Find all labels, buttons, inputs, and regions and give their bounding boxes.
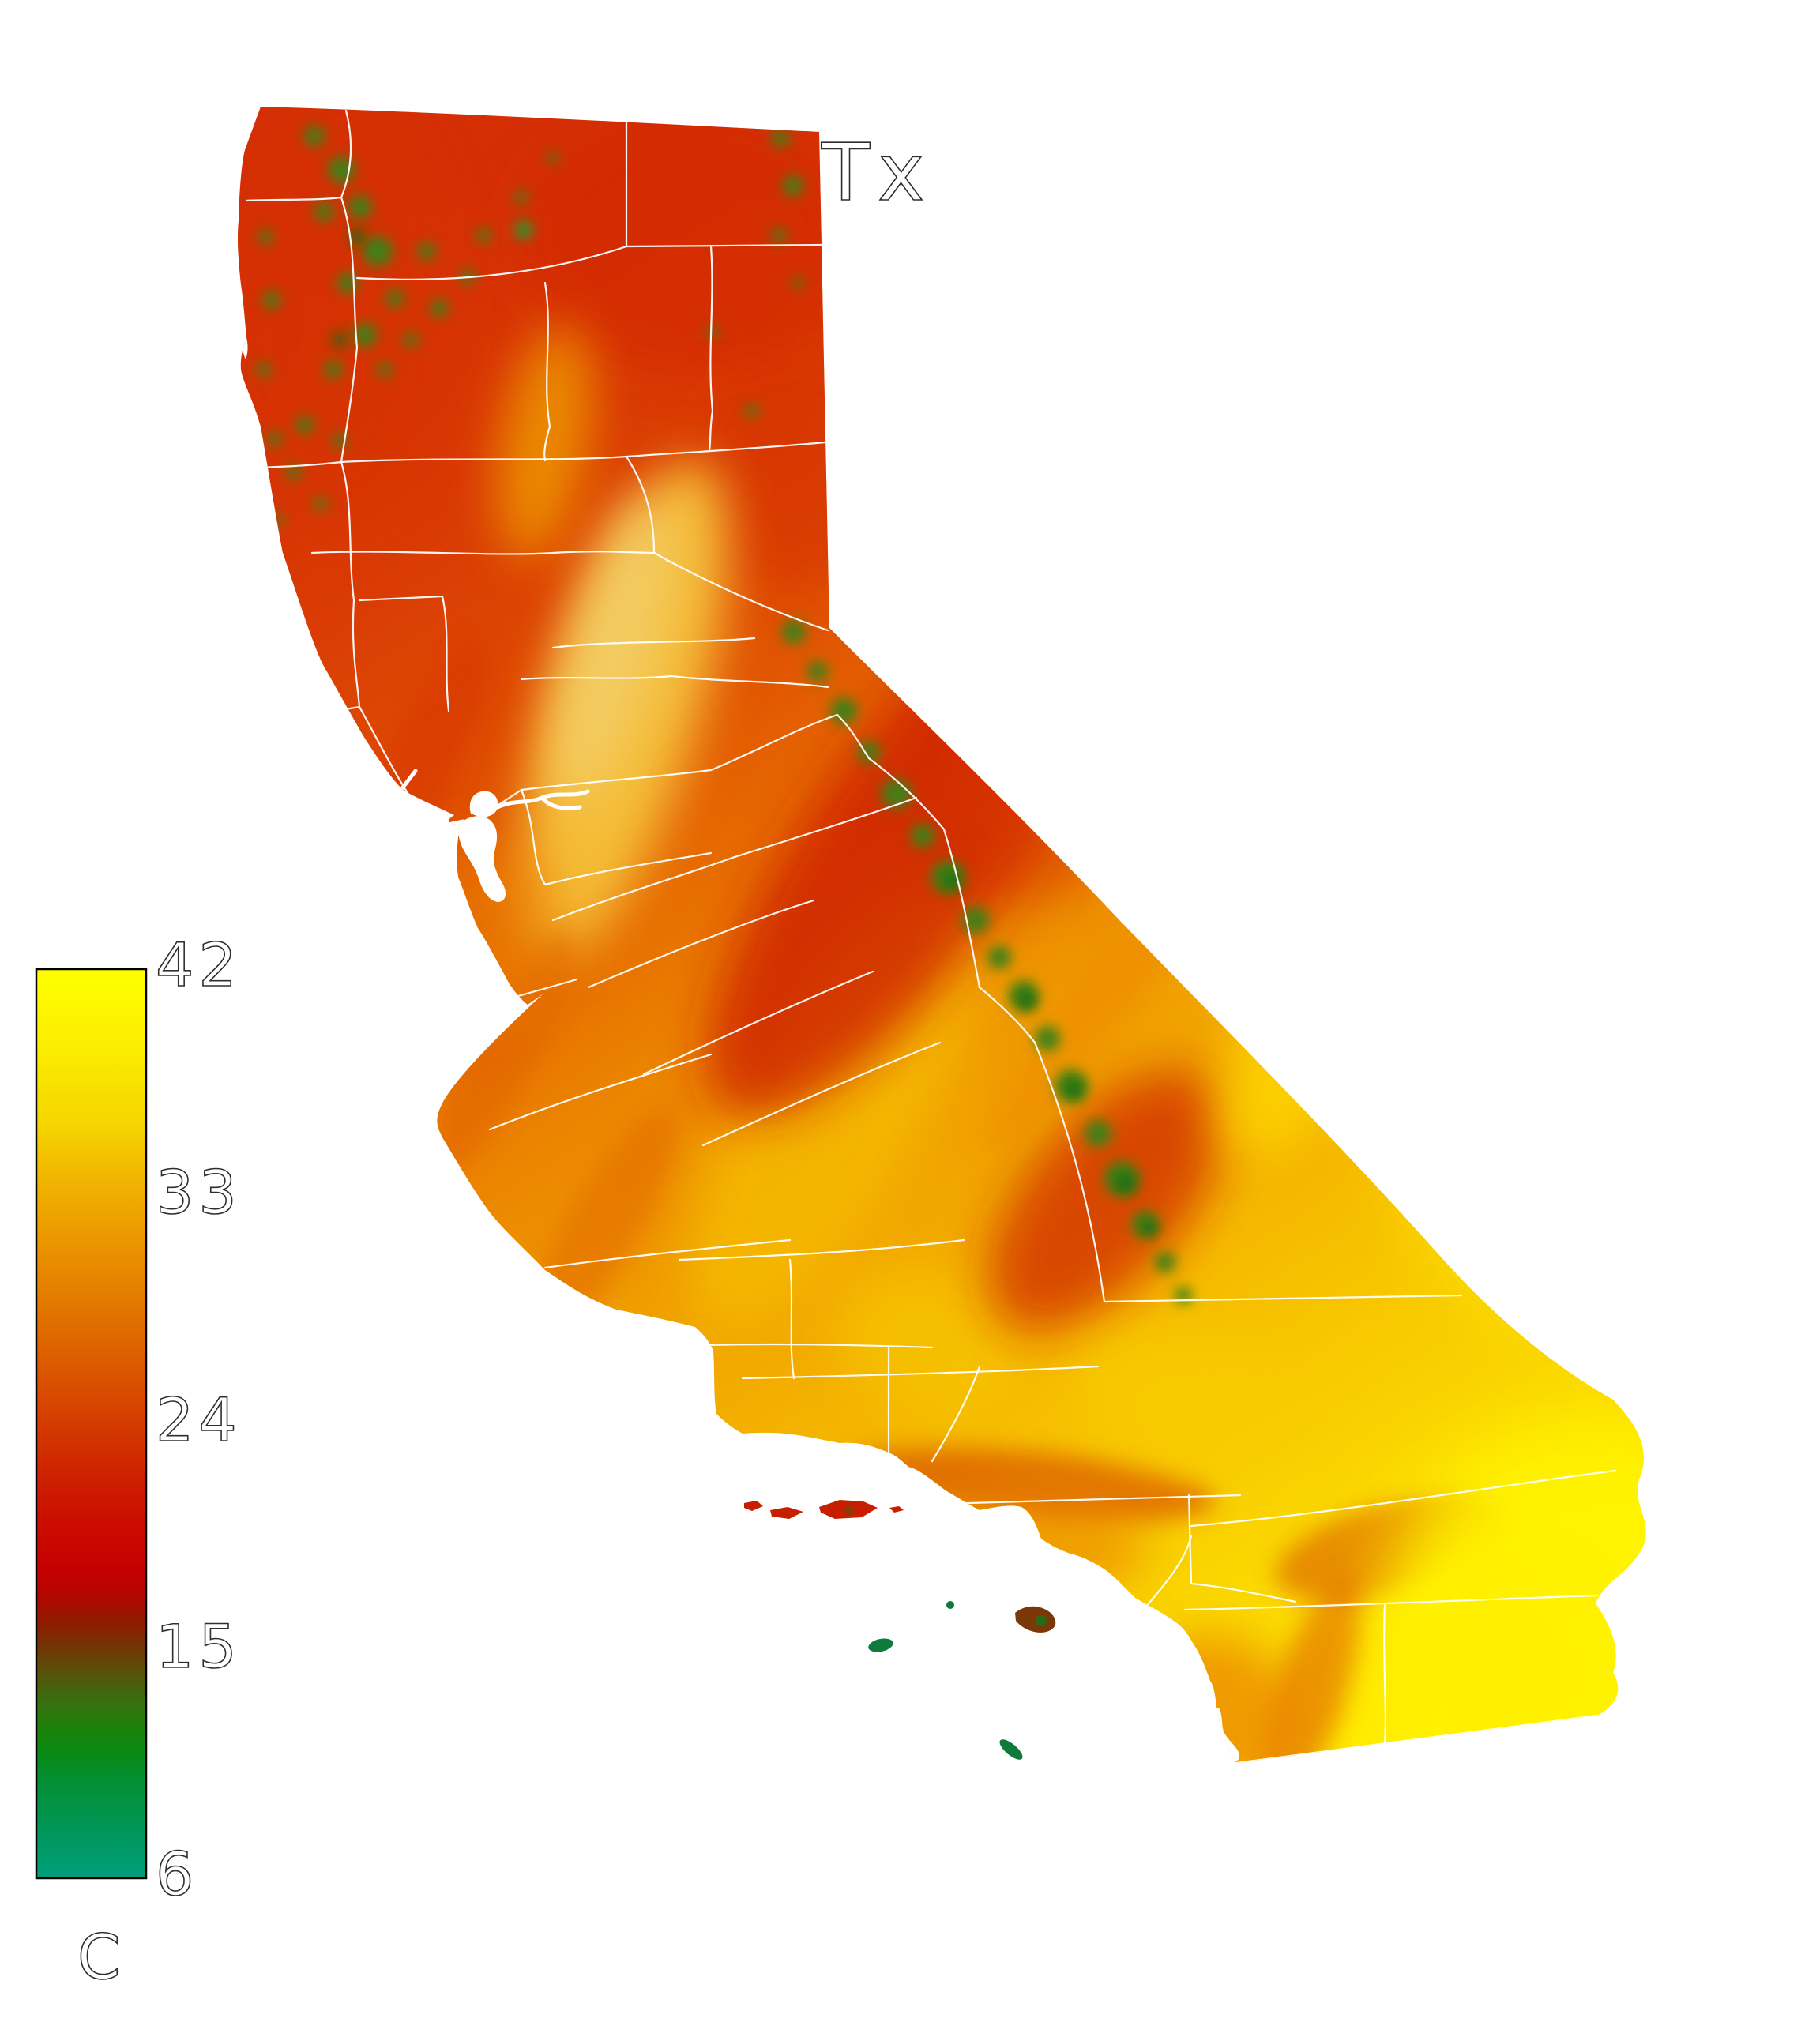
colorbar: 42 33 24 15 6 C (35, 929, 242, 1994)
blob-imperial-valley (1390, 1548, 1611, 1763)
blob-klamath-red (238, 107, 458, 521)
colorbar-tick-6: 6 (156, 1839, 198, 1909)
colorbar-tick-24: 24 (156, 1385, 242, 1455)
forest-green-patches (257, 126, 1192, 1304)
blob-bakersfield-basin (840, 1268, 1025, 1418)
blob-mojave-yellow (1394, 916, 1646, 1327)
san-pablo-bay (469, 791, 498, 817)
california-raster (238, 107, 1646, 1763)
colorbar-tick-15: 15 (156, 1611, 242, 1682)
san-miguel-island (744, 1501, 763, 1511)
santa-rosa-island (770, 1507, 803, 1519)
colorbar-tick-33: 33 (156, 1157, 242, 1227)
blob-san-diego-coast (1114, 1635, 1303, 1763)
santa-cruz-island-highland (844, 1505, 854, 1515)
water-bodies (243, 332, 1240, 1761)
san-clemente-island (999, 1739, 1023, 1760)
san-francisco-bay (457, 816, 506, 902)
county-boundaries (239, 109, 1617, 1763)
channel-islands (744, 1500, 1056, 1760)
santa-barbara-island (946, 1601, 954, 1609)
catalina-island (1015, 1606, 1056, 1633)
anacapa-island (889, 1506, 904, 1513)
california-map (238, 107, 1646, 1763)
san-diego-bay (1213, 1708, 1240, 1761)
san-nicolas-island (868, 1638, 893, 1652)
blob-death-valley (1216, 849, 1453, 1157)
delta-channels (495, 789, 590, 810)
catalina-island-highland (1036, 1615, 1047, 1626)
colorbar-tick-42: 42 (156, 930, 242, 1000)
blob-mono-red (964, 711, 1122, 900)
blob-antelope-valley (1075, 1332, 1295, 1464)
plot-title: Tx (821, 126, 932, 219)
colorbar-gradient-bar (35, 968, 148, 1880)
mount-shasta-green-dot (515, 221, 532, 239)
northern-channel-islands (744, 1500, 904, 1519)
blob-valley-pale-core (553, 494, 671, 801)
colorbar-unit-label: C (77, 1922, 120, 1994)
blob-south-sierra-red (987, 1069, 1224, 1332)
forest-dark-patches (333, 229, 1156, 1235)
blob-ne-plateau-red (513, 107, 877, 371)
blob-owens-valley (983, 899, 1181, 1155)
blob-la-basin (940, 1493, 1145, 1603)
